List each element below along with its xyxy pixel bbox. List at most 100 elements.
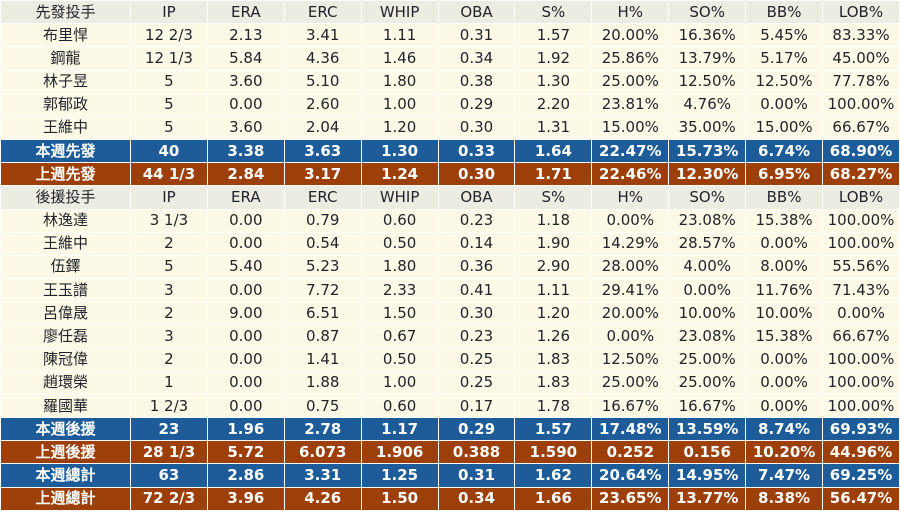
stat-value-cell: 13.59%: [668, 417, 747, 442]
stat-value-cell: 6.51: [283, 301, 362, 326]
stat-value-cell: 63: [130, 463, 208, 488]
stat-value-cell: 1.88: [283, 370, 362, 395]
pitcher-row: 王維中 5 3.60 2.04 1.20 0.30 1.31 15.00% 35.00% 15.0…: [0, 115, 900, 141]
stat-value-cell: 15.38%: [745, 324, 824, 349]
stat-value-cell: 6.95%: [745, 162, 824, 187]
stat-value-cell: 0.23: [437, 208, 516, 233]
stat-value-cell: 5.45%: [745, 23, 824, 48]
stat-value-cell: 5: [130, 92, 208, 117]
stat-value-cell: 1.41: [283, 347, 362, 372]
pitcher-name-cell: 陳冠偉: [0, 347, 131, 372]
last-week-summary-row: 上週總計 72 2/3 3.96 4.26 1.50 0.34 1.66 23.65% 13.7…: [0, 486, 900, 511]
stat-value-cell: 68.90%: [822, 139, 900, 164]
stat-value-cell: 1.11: [514, 278, 593, 303]
stat-value-cell: 68.27%: [822, 162, 900, 187]
stat-value-cell: 3.96: [206, 486, 285, 511]
stat-value-cell: 0.388: [437, 440, 516, 465]
stat-value-cell: 12 1/3: [130, 46, 208, 71]
stat-value-cell: 44 1/3: [130, 162, 208, 187]
stat-value-cell: 0.38: [437, 69, 516, 94]
pitcher-row: 王玉譜 3 0.00 7.72 2.33 0.41 1.11 29.41% 0.00% 11.76…: [0, 278, 900, 303]
stat-value-cell: 3: [130, 324, 208, 349]
stat-value-cell: 69.93%: [822, 417, 900, 442]
stat-value-cell: 5.84: [206, 46, 285, 71]
stat-value-cell: 0.17: [437, 393, 516, 419]
stat-value-cell: 12.30%: [668, 162, 747, 187]
stat-value-cell: 25.00%: [668, 370, 747, 395]
stat-value-cell: 22.47%: [591, 139, 670, 164]
stat-value-cell: 0.00%: [745, 370, 824, 395]
stat-value-cell: 0.00%: [745, 347, 824, 372]
stat-value-cell: 0.00%: [745, 393, 824, 419]
stat-value-cell: 23: [130, 417, 208, 442]
pitcher-row: 廖任磊 3 0.00 0.87 0.67 0.23 1.26 0.00% 23.08% 15.38…: [0, 324, 900, 349]
stat-value-cell: 2.86: [206, 463, 285, 488]
pitcher-name-cell: 郭郁政: [0, 92, 131, 117]
stat-value-cell: 1.20: [514, 301, 593, 326]
stat-value-cell: 15.73%: [668, 139, 747, 164]
stat-value-cell: 1.78: [514, 393, 593, 419]
stat-value-cell: 8.38%: [745, 486, 824, 511]
stat-value-cell: 0.50: [360, 347, 439, 372]
stat-value-cell: 15.00%: [745, 115, 824, 141]
stat-value-cell: 0.00: [206, 92, 285, 117]
stat-value-cell: 23.65%: [591, 486, 670, 511]
stat-value-cell: 0.31: [437, 463, 516, 488]
stat-value-cell: 1.57: [514, 23, 593, 48]
stat-value-cell: 55.56%: [822, 254, 900, 280]
pitcher-name-cell: 趙環榮: [0, 370, 131, 395]
stat-value-cell: 1.80: [360, 254, 439, 280]
column-header-cell: ERA: [206, 185, 285, 210]
column-header-cell: H%: [591, 0, 670, 25]
pitcher-name-cell: 林子昱: [0, 69, 131, 94]
pitcher-row: 布里悍 12 2/3 2.13 3.41 1.11 0.31 1.57 20.00% 16.36…: [0, 23, 900, 48]
stat-value-cell: 0.29: [437, 417, 516, 442]
pitcher-name-cell: 呂偉晟: [0, 301, 131, 326]
stat-value-cell: 28.57%: [668, 231, 747, 256]
stat-value-cell: 1.83: [514, 347, 593, 372]
stat-value-cell: 1.18: [514, 208, 593, 233]
column-header-cell: OBA: [437, 185, 516, 210]
pitcher-name-cell: 王玉譜: [0, 278, 131, 303]
stat-value-cell: 2.60: [283, 92, 362, 117]
stat-value-cell: 5: [130, 115, 208, 141]
pitcher-row: 鋼龍 12 1/3 5.84 4.36 1.46 0.34 1.92 25.86% 13.79%…: [0, 46, 900, 71]
stat-value-cell: 3.60: [206, 115, 285, 141]
stat-value-cell: 13.77%: [668, 486, 747, 511]
stat-value-cell: 0.67: [360, 324, 439, 349]
stat-value-cell: 0.31: [437, 23, 516, 48]
stat-value-cell: 20.00%: [591, 301, 670, 326]
pitcher-name-cell: 王維中: [0, 115, 131, 141]
stat-value-cell: 23.08%: [668, 208, 747, 233]
section-title-cell: 後援投手: [0, 185, 131, 210]
stat-value-cell: 5.17%: [745, 46, 824, 71]
stat-value-cell: 12.50%: [668, 69, 747, 94]
stat-value-cell: 0.00%: [591, 324, 670, 349]
stat-value-cell: 44.96%: [822, 440, 900, 465]
stat-value-cell: 7.72: [283, 278, 362, 303]
stat-value-cell: 56.47%: [822, 486, 900, 511]
stat-value-cell: 10.00%: [668, 301, 747, 326]
stat-value-cell: 100.00%: [822, 92, 900, 117]
stat-value-cell: 1.30: [360, 139, 439, 164]
column-header-cell: IP: [130, 0, 208, 25]
column-header-cell: S%: [514, 0, 593, 25]
stat-value-cell: 1.92: [514, 46, 593, 71]
stat-value-cell: 0.30: [437, 115, 516, 141]
stat-value-cell: 2: [130, 301, 208, 326]
stat-value-cell: 1.66: [514, 486, 593, 511]
stat-value-cell: 14.29%: [591, 231, 670, 256]
stat-value-cell: 5.40: [206, 254, 285, 280]
column-header-cell: WHIP: [360, 0, 439, 25]
pitcher-name-cell: 王維中: [0, 231, 131, 256]
pitcher-name-cell: 廖任磊: [0, 324, 131, 349]
stat-value-cell: 10.00%: [745, 301, 824, 326]
summary-label-cell: 本週先發: [0, 139, 131, 164]
summary-label-cell: 上週先發: [0, 162, 131, 187]
pitcher-name-cell: 羅國華: [0, 393, 131, 419]
stat-value-cell: 1 2/3: [130, 393, 208, 419]
stat-value-cell: 2.84: [206, 162, 285, 187]
stat-value-cell: 2.33: [360, 278, 439, 303]
column-header-cell: ERA: [206, 0, 285, 25]
stat-value-cell: 0.14: [437, 231, 516, 256]
